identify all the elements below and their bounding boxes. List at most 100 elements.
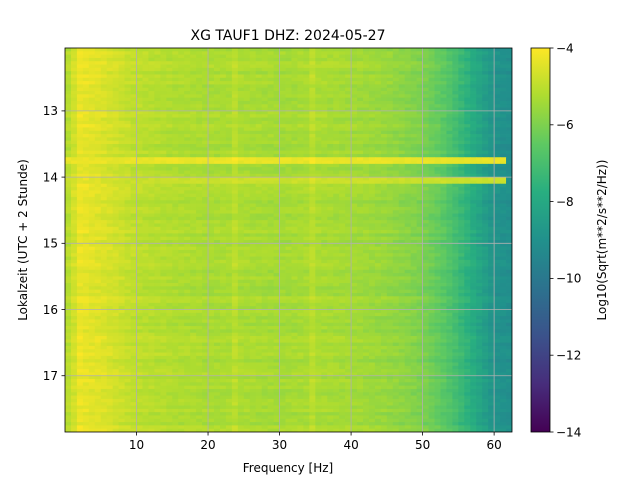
heatmap-cell	[118, 81, 125, 85]
heatmap-cell	[506, 134, 512, 138]
heatmap-cell	[231, 87, 239, 92]
heatmap-cell	[470, 114, 477, 118]
heatmap-cell	[506, 107, 512, 112]
heatmap-cell	[309, 134, 316, 138]
heatmap-cell	[404, 263, 412, 267]
heatmap-cell	[482, 157, 489, 161]
heatmap-cell	[219, 97, 227, 102]
heatmap-cell	[440, 87, 447, 92]
heatmap-cell	[416, 114, 423, 118]
heatmap-cell	[148, 127, 155, 132]
heatmap-cell	[166, 54, 173, 59]
heatmap-cell	[142, 220, 149, 224]
heatmap-cell	[464, 150, 471, 155]
heatmap-cell	[345, 147, 352, 152]
heatmap-cell	[190, 230, 197, 234]
heatmap-cell	[118, 256, 125, 261]
heatmap-cell	[434, 210, 441, 214]
heatmap-cell	[184, 87, 191, 92]
heatmap-cell	[386, 240, 394, 244]
heatmap-cell	[208, 210, 215, 214]
heatmap-cell	[452, 84, 459, 89]
heatmap-cell	[297, 246, 304, 251]
heatmap-cell	[112, 61, 120, 65]
heatmap-cell	[440, 77, 447, 82]
heatmap-cell	[100, 134, 108, 138]
heatmap-cell	[297, 216, 304, 221]
heatmap-cell	[380, 243, 388, 248]
heatmap-cell	[446, 74, 453, 79]
heatmap-cell	[160, 94, 167, 99]
heatmap-cell	[172, 246, 179, 251]
heatmap-cell	[422, 114, 429, 118]
heatmap-cell	[404, 167, 412, 171]
heatmap-cell	[374, 94, 382, 99]
heatmap-cell	[65, 263, 72, 267]
heatmap-cell	[410, 64, 418, 69]
heatmap-cell	[416, 223, 423, 228]
heatmap-cell	[309, 100, 316, 105]
heatmap-cell	[500, 67, 507, 72]
heatmap-cell	[160, 91, 167, 95]
heatmap-cell	[321, 266, 328, 271]
heatmap-cell	[410, 51, 418, 56]
heatmap-cell	[452, 196, 459, 201]
heatmap-cell	[100, 246, 108, 251]
heatmap-cell	[249, 150, 257, 155]
heatmap-cell	[178, 243, 185, 248]
heatmap-cell	[249, 81, 257, 85]
heatmap-cell	[184, 210, 191, 214]
heatmap-cell	[202, 114, 209, 118]
heatmap-cell	[428, 84, 435, 89]
heatmap-cell	[339, 67, 346, 72]
heatmap-cell	[82, 243, 90, 248]
heatmap-cell	[321, 97, 328, 102]
heatmap-cell	[124, 253, 131, 257]
heatmap-cell	[124, 107, 131, 112]
heatmap-cell	[446, 97, 453, 102]
heatmap-cell	[351, 233, 358, 238]
heatmap-cell	[184, 256, 191, 261]
heatmap-cell	[464, 210, 471, 214]
heatmap-cell	[106, 110, 114, 115]
heatmap-cell	[297, 193, 304, 198]
heatmap-cell	[154, 160, 161, 165]
heatmap-cell	[339, 167, 346, 171]
heatmap-cell	[100, 173, 108, 178]
heatmap-cell	[82, 51, 90, 56]
heatmap-cell	[380, 61, 388, 65]
heatmap-cell	[160, 130, 167, 135]
heatmap-cell	[214, 210, 221, 214]
heatmap-cell	[488, 240, 495, 244]
heatmap-cell	[476, 256, 483, 261]
heatmap-cell	[273, 193, 280, 198]
heatmap-cell	[368, 84, 376, 89]
heatmap-cell	[452, 130, 459, 135]
heatmap-cell	[309, 57, 316, 62]
heatmap-cell	[416, 236, 423, 241]
heatmap-cell	[142, 210, 149, 214]
heatmap-cell	[225, 74, 233, 79]
heatmap-cell	[357, 120, 364, 125]
heatmap-cell	[106, 74, 114, 79]
heatmap-cell	[124, 167, 131, 171]
heatmap-cell	[458, 253, 465, 257]
heatmap-cell	[339, 150, 346, 155]
heatmap-cell	[374, 170, 382, 175]
heatmap-cell	[410, 230, 418, 234]
heatmap-cell	[446, 243, 453, 248]
heatmap-cell	[339, 87, 346, 92]
heatmap-cell	[82, 240, 90, 244]
heatmap-cell	[392, 253, 400, 257]
heatmap-cell	[208, 246, 215, 251]
heatmap-cell	[273, 127, 280, 132]
heatmap-cell	[482, 233, 489, 238]
heatmap-cell	[404, 206, 412, 211]
heatmap-cell	[464, 147, 471, 152]
heatmap-cell	[345, 259, 352, 264]
heatmap-cell	[249, 259, 257, 264]
heatmap-cell	[506, 140, 512, 145]
heatmap-cell	[345, 127, 352, 132]
heatmap-cell	[166, 233, 173, 238]
heatmap-cell	[303, 137, 310, 142]
